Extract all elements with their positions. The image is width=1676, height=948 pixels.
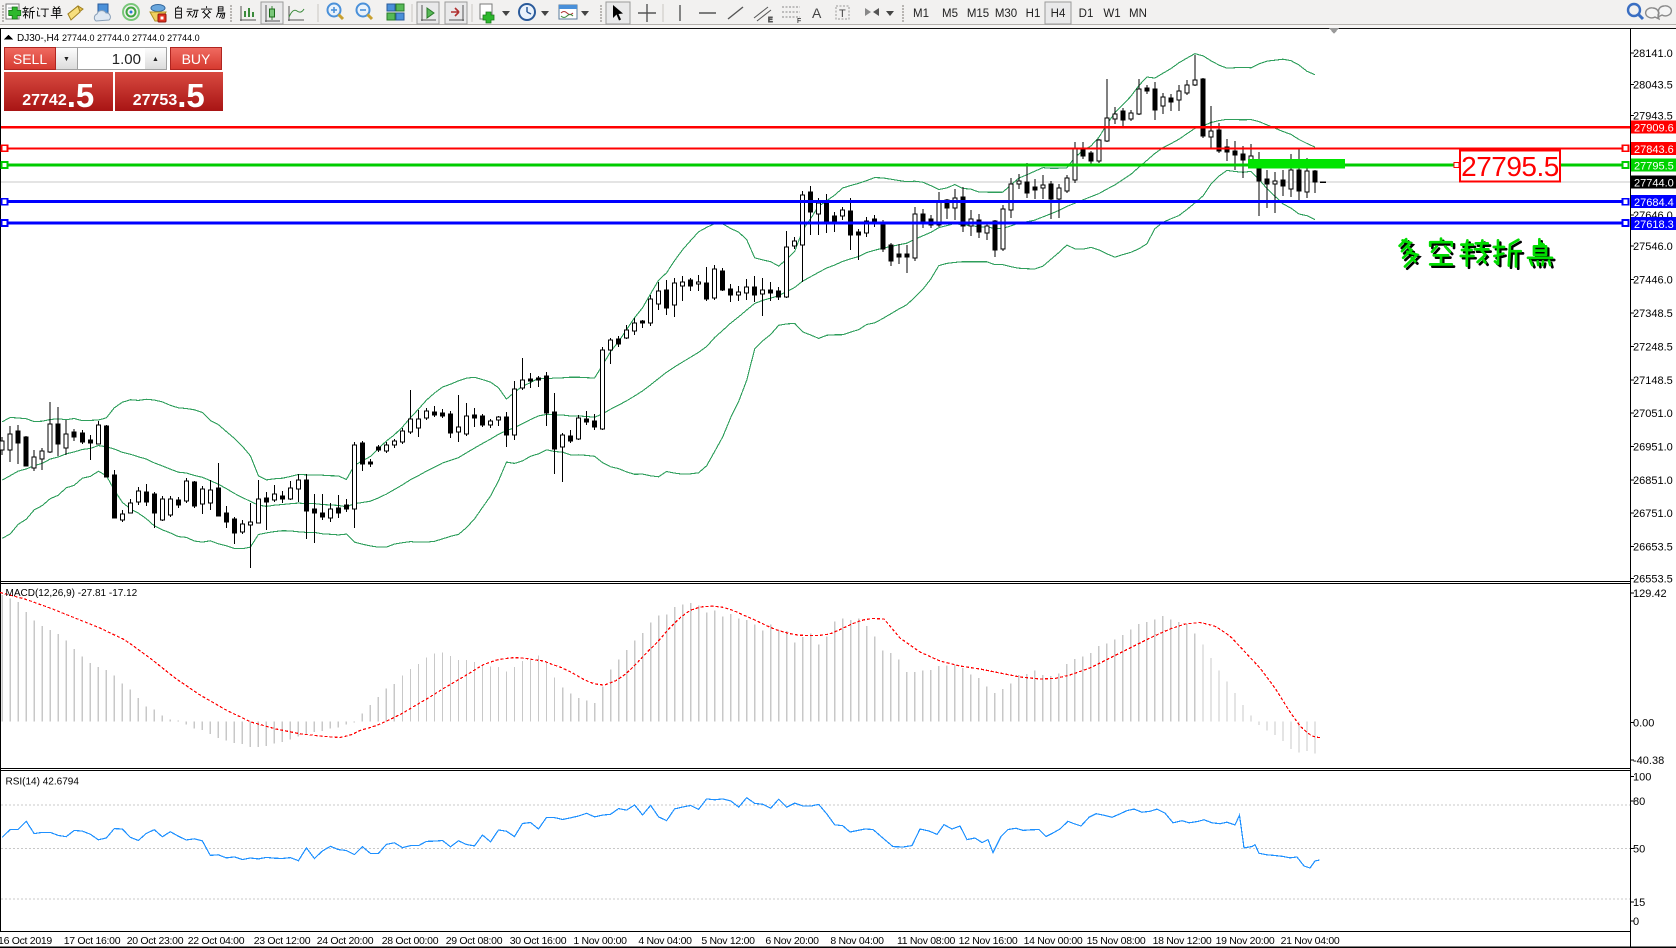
svg-text:27744.0 27744.0 27744.0 27744.: 27744.0 27744.0 27744.0 27744.0 (62, 33, 200, 43)
svg-text:RSI(14) 42.6794: RSI(14) 42.6794 (6, 777, 80, 788)
svg-text:DJ30-,H4: DJ30-,H4 (17, 33, 60, 44)
svg-text:28043.5: 28043.5 (1633, 80, 1673, 92)
svg-text:T: T (839, 8, 846, 20)
svg-text:6 Nov 20:00: 6 Nov 20:00 (765, 935, 819, 947)
svg-text:30 Oct 16:00: 30 Oct 16:00 (510, 935, 567, 947)
svg-text:0: 0 (1633, 916, 1639, 928)
svg-text:1 Nov 00:00: 1 Nov 00:00 (573, 935, 627, 947)
svg-text:20 Oct 23:00: 20 Oct 23:00 (127, 935, 184, 947)
svg-text:M5: M5 (942, 8, 958, 20)
svg-text:E: E (768, 17, 773, 24)
svg-text:23 Oct 12:00: 23 Oct 12:00 (254, 935, 311, 947)
svg-text:27909.6: 27909.6 (1634, 123, 1674, 135)
svg-text:19 Nov 20:00: 19 Nov 20:00 (1216, 935, 1275, 947)
svg-text:M1: M1 (913, 8, 929, 20)
svg-text:26951.0: 26951.0 (1633, 442, 1673, 454)
svg-text:27051.0: 27051.0 (1633, 408, 1673, 420)
svg-text:27795.5: 27795.5 (1634, 160, 1674, 172)
svg-text:H1: H1 (1026, 8, 1041, 20)
svg-text:100: 100 (1633, 772, 1651, 784)
svg-text:129.42: 129.42 (1633, 588, 1667, 600)
svg-text:27684.4: 27684.4 (1634, 197, 1674, 209)
svg-text:MACD(12,26,9) -27.81 -17.12: MACD(12,26,9) -27.81 -17.12 (6, 588, 138, 599)
svg-text:24 Oct 20:00: 24 Oct 20:00 (317, 935, 374, 947)
svg-text:5 Nov 12:00: 5 Nov 12:00 (701, 935, 755, 947)
svg-text:27943.5: 27943.5 (1633, 111, 1673, 123)
svg-text:8 Nov 04:00: 8 Nov 04:00 (830, 935, 884, 947)
svg-text:11 Nov 08:00: 11 Nov 08:00 (897, 935, 956, 947)
svg-text:27795.5: 27795.5 (1461, 151, 1559, 182)
svg-text:W1: W1 (1103, 8, 1120, 20)
svg-text:29 Oct 08:00: 29 Oct 08:00 (446, 935, 503, 947)
svg-text:15 Nov 08:00: 15 Nov 08:00 (1087, 935, 1146, 947)
svg-text:-40.38: -40.38 (1633, 755, 1664, 767)
svg-text:27546.0: 27546.0 (1633, 241, 1673, 253)
svg-text:27446.0: 27446.0 (1633, 275, 1673, 287)
svg-text:50: 50 (1633, 844, 1645, 856)
svg-text:26653.5: 26653.5 (1633, 542, 1673, 554)
svg-text:27618.3: 27618.3 (1634, 219, 1674, 231)
svg-text:27148.5: 27148.5 (1633, 375, 1673, 387)
svg-text:14 Nov 00:00: 14 Nov 00:00 (1024, 935, 1083, 947)
svg-text:28141.0: 28141.0 (1633, 48, 1673, 60)
svg-text:22 Oct 04:00: 22 Oct 04:00 (188, 935, 245, 947)
svg-text:4 Nov 04:00: 4 Nov 04:00 (638, 935, 692, 947)
svg-text:M30: M30 (995, 8, 1017, 20)
svg-text:A: A (812, 5, 822, 21)
svg-text:80: 80 (1633, 796, 1645, 808)
svg-text:M15: M15 (967, 8, 989, 20)
svg-text:MN: MN (1129, 8, 1147, 20)
svg-text:27348.5: 27348.5 (1633, 308, 1673, 320)
svg-text:12 Nov 16:00: 12 Nov 16:00 (959, 935, 1018, 947)
svg-text:0.00: 0.00 (1633, 718, 1654, 730)
svg-text:D1: D1 (1079, 8, 1094, 20)
svg-text:27843.6: 27843.6 (1634, 144, 1674, 156)
svg-text:28 Oct 00:00: 28 Oct 00:00 (382, 935, 439, 947)
svg-text:26751.0: 26751.0 (1633, 508, 1673, 520)
svg-text:27744.0: 27744.0 (1634, 178, 1674, 190)
svg-text:H4: H4 (1051, 8, 1066, 20)
svg-text:27248.5: 27248.5 (1633, 342, 1673, 354)
svg-text:26553.5: 26553.5 (1633, 574, 1673, 586)
svg-text:18 Nov 12:00: 18 Nov 12:00 (1153, 935, 1212, 947)
svg-text:26851.0: 26851.0 (1633, 475, 1673, 487)
svg-text:15: 15 (1633, 897, 1645, 909)
svg-text:F: F (797, 18, 801, 25)
svg-text:21 Nov 04:00: 21 Nov 04:00 (1281, 935, 1340, 947)
svg-text:16 Oct 2019: 16 Oct 2019 (0, 935, 52, 947)
svg-text:17 Oct 16:00: 17 Oct 16:00 (64, 935, 121, 947)
